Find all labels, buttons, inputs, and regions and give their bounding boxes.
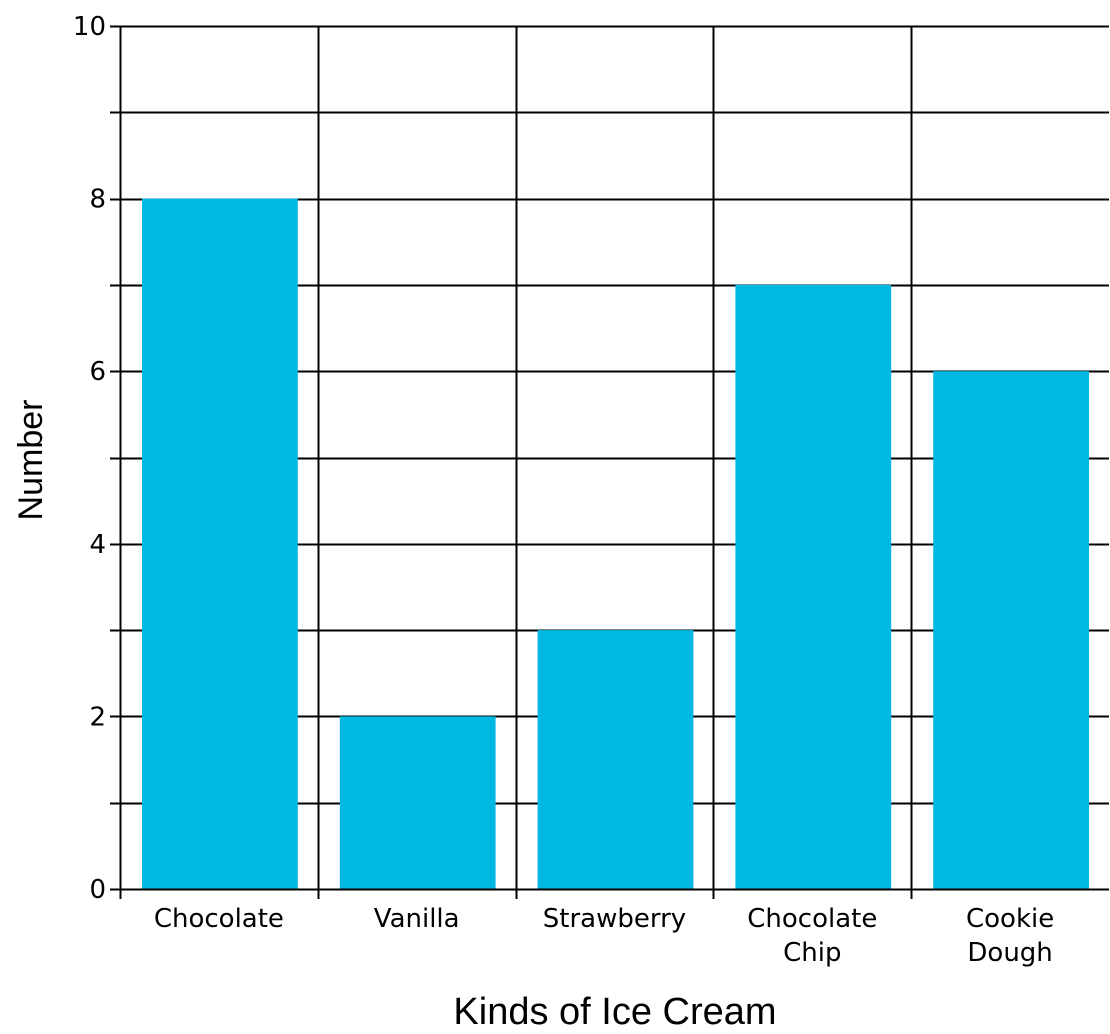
x-category-label-line: Chocolate [154, 904, 284, 934]
y-tick-label: 8 [89, 185, 106, 215]
x-category-labels: Chocolate Vanilla Strawberry Chocolate ChipC… [154, 904, 1054, 968]
x-category-label-line: Vanilla [374, 904, 460, 934]
x-category-label: Chocolate Chip [747, 904, 877, 968]
y-tick-label: 6 [89, 357, 106, 387]
y-tick-label: 4 [89, 530, 106, 560]
x-category-label-line: Strawberry [543, 904, 686, 934]
x-category-label: Vanilla [374, 904, 460, 934]
bar [142, 198, 298, 890]
y-tick-label: 0 [89, 875, 106, 905]
y-tick-labels: 0 2 4 6 8 10 [73, 12, 106, 905]
bar [933, 371, 1089, 889]
y-axis-title: Number [12, 400, 50, 521]
x-category-label: Chocolate [154, 904, 284, 934]
axes [110, 25, 1109, 899]
y-tick-label: 2 [89, 702, 106, 732]
x-axis-title: Kinds of Ice Cream [453, 991, 776, 1033]
x-category-label-line: Chocolate [747, 904, 877, 934]
bars [142, 198, 1089, 890]
x-category-label-line: Chip [783, 938, 841, 968]
x-category-label-line: Cookie [966, 904, 1054, 934]
bar [537, 630, 694, 889]
x-category-label-line: Dough [967, 938, 1052, 968]
bar [735, 284, 892, 889]
x-category-label: Strawberry [543, 904, 686, 934]
x-category-label: Cookie Dough [966, 904, 1054, 968]
bar [339, 716, 496, 889]
y-tick-label: 10 [73, 12, 106, 42]
